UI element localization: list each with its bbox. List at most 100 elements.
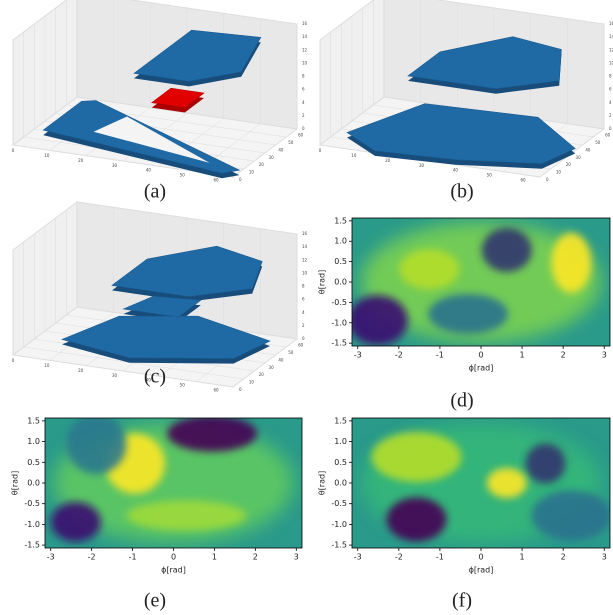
x-tick-label: 40 — [146, 378, 152, 383]
heatmap-blob — [525, 443, 566, 484]
x-tick-label: -1 — [129, 553, 137, 562]
y-tick-label: -1.5 — [331, 541, 347, 550]
y-axis-label: θ[rad] — [318, 471, 327, 495]
heatmap-blob — [371, 432, 462, 482]
y-tick-label: 0.5 — [334, 458, 347, 467]
x-tick-label: 10 — [44, 153, 50, 158]
y-tick-label: 60 — [605, 133, 611, 138]
y-tick-label: 50 — [595, 140, 601, 145]
y-tick-label: 10 — [249, 380, 255, 385]
heatmap-blob — [486, 468, 527, 498]
heatmap-image — [352, 218, 610, 346]
y-tick-label: 0 — [546, 177, 549, 182]
y-tick-label: -1.5 — [331, 339, 347, 348]
y-tick-label: 30 — [576, 155, 582, 160]
z-tick-label: 6 — [609, 87, 612, 92]
x-tick-label: 30 — [112, 373, 118, 378]
x-tick-label: 30 — [112, 163, 118, 168]
x-tick-label: 3 — [294, 553, 299, 562]
x-tick-label: 20 — [385, 158, 391, 163]
x-tick-label: -1 — [436, 351, 444, 360]
y-tick-label: 1.0 — [334, 237, 347, 246]
heatmap-blob — [66, 418, 127, 474]
voxel-block — [151, 87, 205, 108]
z-tick-label: 6 — [302, 87, 305, 92]
x-tick-label: -2 — [395, 351, 403, 360]
heatmap-blob — [50, 502, 101, 542]
x-tick-label: 20 — [78, 368, 84, 373]
z-tick-label: 16 — [302, 21, 308, 26]
x-axis-label: ϕ[rad] — [469, 566, 494, 575]
heatmap-blob — [531, 490, 610, 541]
z-tick-label: 12 — [609, 47, 613, 52]
x-tick-label: 1 — [520, 553, 525, 562]
z-tick-label: 4 — [302, 310, 305, 315]
voxel-block — [346, 103, 576, 165]
heatmap-blob — [386, 497, 447, 542]
y-tick-label: 1.0 — [27, 437, 40, 446]
y-tick-label: -0.5 — [24, 499, 40, 508]
x-tick-label: 20 — [78, 158, 84, 163]
y-tick-label: 0.5 — [27, 458, 40, 467]
x-tick-label: 40 — [453, 168, 459, 173]
x-tick-label: 0 — [478, 553, 483, 562]
y-tick-label: 0 — [239, 387, 242, 392]
y-tick-label: -1.0 — [331, 520, 347, 529]
y-tick-label: 60 — [298, 343, 304, 348]
x-tick-label: -2 — [88, 553, 96, 562]
y-tick-label: 20 — [259, 162, 265, 167]
x-tick-label: -3 — [47, 553, 55, 562]
y-tick-label: 1.5 — [27, 416, 40, 425]
z-tick-label: 14 — [302, 244, 308, 249]
grid — [66, 0, 287, 138]
voxel-block — [122, 295, 202, 318]
grid — [196, 18, 261, 172]
y-tick-label: 40 — [278, 147, 284, 152]
y-tick-label: 10 — [249, 170, 255, 175]
heatmap-blob — [167, 418, 258, 452]
voxel-hole — [93, 116, 210, 163]
voxel-block — [61, 315, 271, 359]
z-tick-label: 12 — [302, 47, 308, 52]
y-tick-label: 20 — [259, 372, 265, 377]
x-tick-label: 60 — [214, 178, 220, 183]
x-tick-label: 50 — [487, 173, 493, 178]
y-tick-label: 1.0 — [334, 437, 347, 446]
voxel-block — [407, 36, 562, 90]
z-tick-label: 2 — [609, 113, 612, 118]
y-tick-label: 50 — [288, 140, 294, 145]
y-tick-label: 30 — [269, 155, 275, 160]
y-tick-label: 60 — [298, 133, 304, 138]
z-tick-label: 4 — [609, 100, 612, 105]
z-tick-label: 4 — [302, 100, 305, 105]
y-tick-label: 40 — [585, 147, 591, 152]
z-tick-label: 12 — [302, 257, 308, 262]
x-tick-label: 10 — [44, 363, 50, 368]
x-tick-label: 30 — [419, 163, 425, 168]
x-tick-label: 1 — [212, 553, 217, 562]
x-tick-label: 1 — [520, 351, 525, 360]
heatmap-blob — [551, 232, 592, 293]
x-tick-label: -1 — [436, 553, 444, 562]
y-tick-label: 30 — [269, 365, 275, 370]
x-tick-label: 40 — [146, 168, 152, 173]
y-tick-label: 0 — [239, 177, 242, 182]
y-tick-label: -1.0 — [331, 318, 347, 327]
x-tick-label: 0 — [12, 358, 15, 363]
caption: (f) — [452, 590, 472, 612]
heatmap: -3 -2 -1 0 1 2 3 -1.5 -1.0 -0.5 0.0 0.5 1.0 1.5 ϕ[rad]… — [318, 416, 611, 575]
y-tick-label: -1.5 — [24, 541, 40, 550]
z-tick-label: 10 — [302, 270, 308, 275]
y-tick-label: 50 — [288, 350, 294, 355]
x-tick-label: 0 — [319, 148, 322, 153]
y-tick-label: 20 — [566, 162, 572, 167]
z-tick-label: 16 — [609, 21, 613, 26]
x-axis-label: ϕ[rad] — [161, 566, 186, 575]
z-tick-label: 10 — [302, 60, 308, 65]
x-tick-label: 50 — [180, 383, 186, 388]
caption: (e) — [144, 590, 166, 612]
grid — [55, 8, 276, 146]
